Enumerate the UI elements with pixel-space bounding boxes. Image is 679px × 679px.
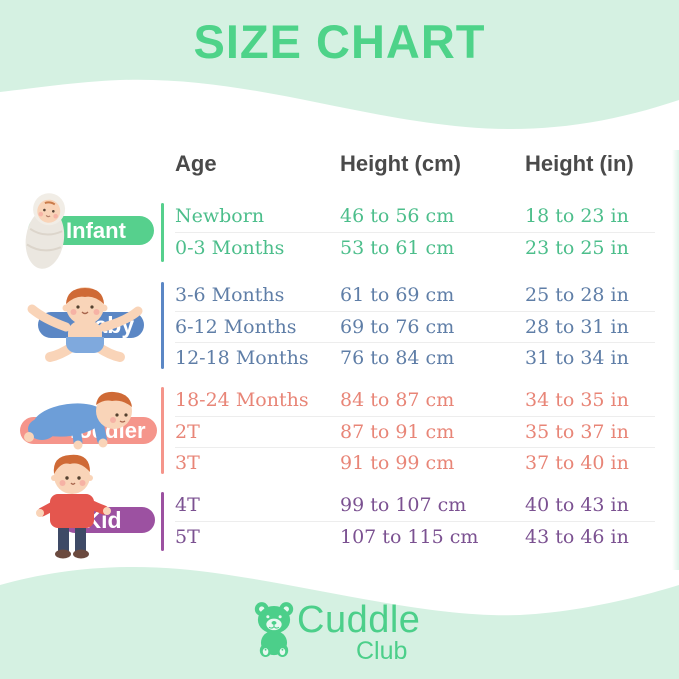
table-row: 3-6 Months 61 to 69 cm 25 to 28 in xyxy=(175,280,655,311)
header-height-in: Height (in) xyxy=(525,151,634,176)
group-line-infant xyxy=(161,203,164,262)
table-row: 4T 99 to 107 cm 40 to 43 in xyxy=(175,490,655,521)
table-row: 6-12 Months 69 to 76 cm 28 to 31 in xyxy=(175,311,655,342)
height-cm-cell: 53 to 61 cm xyxy=(340,237,455,259)
size-rows-baby: 3-6 Months 61 to 69 cm 25 to 28 in 6-12 … xyxy=(175,280,655,373)
bottom-wave xyxy=(0,566,679,679)
table-row: 3T 91 to 99 cm 37 to 40 in xyxy=(175,447,655,478)
height-cm-cell: 69 to 76 cm xyxy=(340,316,455,338)
age-cell: Newborn xyxy=(175,205,265,227)
height-cm-cell: 91 to 99 cm xyxy=(340,452,455,474)
height-in-cell: 25 to 28 in xyxy=(525,284,629,306)
height-in-cell: 28 to 31 in xyxy=(525,316,629,338)
top-wave xyxy=(0,0,679,129)
age-cell: 3T xyxy=(175,452,200,474)
sitting-baby-illustration xyxy=(27,287,143,362)
header-age: Age xyxy=(175,151,217,176)
age-cell: 5T xyxy=(175,526,200,548)
swaddled-infant-illustration xyxy=(25,193,66,269)
height-in-cell: 40 to 43 in xyxy=(525,494,629,516)
age-cell: 2T xyxy=(175,421,200,443)
height-cm-cell: 84 to 87 cm xyxy=(340,389,455,411)
table-row: 18-24 Months 84 to 87 cm 34 to 35 in xyxy=(175,385,655,416)
group-line-baby xyxy=(161,282,164,369)
height-cm-cell: 87 to 91 cm xyxy=(340,421,455,443)
table-row: 0-3 Months 53 to 61 cm 23 to 25 in xyxy=(175,232,655,263)
height-cm-cell: 46 to 56 cm xyxy=(340,205,455,227)
age-cell: 0-3 Months xyxy=(175,237,285,259)
table-row: 2T 87 to 91 cm 35 to 37 in xyxy=(175,416,655,447)
group-label-infant: Infant xyxy=(66,217,126,243)
teddy-bear-icon xyxy=(254,602,294,657)
age-cell: 18-24 Months xyxy=(175,389,309,411)
age-cell: 12-18 Months xyxy=(175,347,309,369)
size-rows-toddler: 18-24 Months 84 to 87 cm 34 to 35 in 2T … xyxy=(175,385,655,478)
table-row: Newborn 46 to 56 cm 18 to 23 in xyxy=(175,201,655,232)
crawling-toddler-illustration xyxy=(24,391,132,450)
age-cell: 4T xyxy=(175,494,200,516)
group-line-kid xyxy=(161,492,164,551)
height-cm-cell: 76 to 84 cm xyxy=(340,347,455,369)
table-header: Age Height (cm) Height (in) xyxy=(175,148,655,180)
group-line-toddler xyxy=(161,387,164,474)
age-cell: 3-6 Months xyxy=(175,284,285,306)
height-in-cell: 31 to 34 in xyxy=(525,347,629,369)
height-in-cell: 18 to 23 in xyxy=(525,205,629,227)
height-in-cell: 34 to 35 in xyxy=(525,389,629,411)
size-rows-kid: 4T 99 to 107 cm 40 to 43 in 5T 107 to 11… xyxy=(175,490,655,552)
size-rows-infant: Newborn 46 to 56 cm 18 to 23 in 0-3 Mont… xyxy=(175,201,655,263)
standing-kid-illustration xyxy=(36,454,111,559)
brand-name: Cuddle xyxy=(297,599,421,641)
table-row: 5T 107 to 115 cm 43 to 46 in xyxy=(175,521,655,552)
height-in-cell: 37 to 40 in xyxy=(525,452,629,474)
right-edge-accent xyxy=(672,150,679,570)
height-cm-cell: 61 to 69 cm xyxy=(340,284,455,306)
header-height-cm: Height (cm) xyxy=(340,151,461,176)
brand-subtitle: Club xyxy=(356,637,408,665)
table-row: 12-18 Months 76 to 84 cm 31 to 34 in xyxy=(175,342,655,373)
height-in-cell: 35 to 37 in xyxy=(525,421,629,443)
height-in-cell: 23 to 25 in xyxy=(525,237,629,259)
height-in-cell: 43 to 46 in xyxy=(525,526,629,548)
page-title: SIZE CHART xyxy=(193,15,486,68)
age-cell: 6-12 Months xyxy=(175,316,297,338)
height-cm-cell: 99 to 107 cm xyxy=(340,494,467,516)
height-cm-cell: 107 to 115 cm xyxy=(340,526,479,548)
